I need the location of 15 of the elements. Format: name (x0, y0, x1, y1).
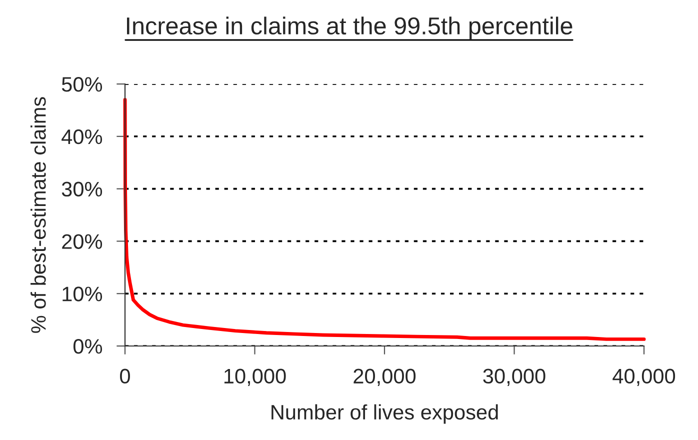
x-tick-label: 30,000 (483, 368, 546, 386)
chart-title: Increase in claims at the 99.5th percentile (126, 16, 572, 40)
x-axis-title: Number of lives exposed (272, 404, 498, 424)
y-tick-label: 0% (73, 339, 102, 354)
y-tick-label: 30% (62, 182, 102, 197)
y-tick-label: 50% (62, 77, 102, 92)
y-tick-label: 40% (62, 129, 102, 144)
y-tick-label: 20% (62, 234, 102, 249)
y-tick-label: 10% (62, 286, 102, 302)
x-tick-label: 20,000 (354, 368, 416, 386)
line-series (123, 98, 646, 341)
y-axis-title: % of best-estimate claims (30, 97, 46, 333)
x-tick-label: 40,000 (612, 368, 676, 386)
x-tick-label: 0 (120, 368, 130, 384)
x-tick-label: 10,000 (224, 368, 286, 386)
